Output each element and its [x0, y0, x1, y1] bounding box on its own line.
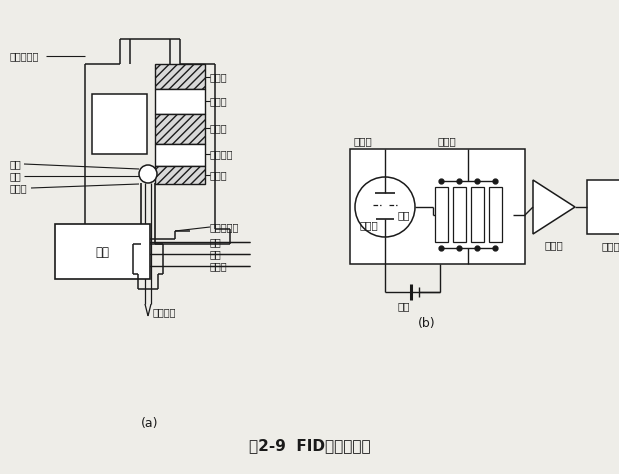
Text: 底座: 底座 — [95, 246, 109, 258]
Bar — [92, 94, 147, 154]
Text: 氢气: 氢气 — [210, 249, 222, 259]
Text: 记录器: 记录器 — [602, 241, 619, 251]
Bar — [155, 114, 205, 144]
Bar — [155, 89, 205, 114]
Bar — [587, 180, 619, 234]
Text: 发射极: 发射极 — [360, 220, 379, 230]
Bar — [453, 187, 466, 242]
Text: 离子室: 离子室 — [353, 136, 372, 146]
Text: 收集极: 收集极 — [210, 96, 228, 106]
Bar — [155, 64, 205, 89]
Bar — [489, 187, 502, 242]
Circle shape — [355, 177, 415, 237]
Text: 放大器: 放大器 — [545, 240, 563, 250]
Text: 火焰: 火焰 — [10, 159, 22, 169]
Text: 毛细管柱: 毛细管柱 — [153, 307, 176, 317]
Polygon shape — [533, 180, 575, 234]
Text: 高阻: 高阻 — [397, 210, 410, 220]
Bar — [471, 187, 484, 242]
Text: 收集极: 收集极 — [437, 136, 456, 146]
Bar — [55, 224, 150, 279]
Bar — [350, 149, 525, 264]
Text: (a): (a) — [141, 418, 158, 430]
Text: 图2-9  FID结构示意图: 图2-9 FID结构示意图 — [249, 438, 371, 454]
Text: 绝缘子: 绝缘子 — [210, 170, 228, 180]
Text: 电源: 电源 — [397, 301, 410, 311]
Text: (b): (b) — [418, 318, 436, 330]
Text: 检测器筒体: 检测器筒体 — [10, 51, 40, 61]
Text: 空气扩散器: 空气扩散器 — [210, 222, 240, 232]
Text: 及点火器: 及点火器 — [210, 149, 233, 159]
Text: 绝缘子: 绝缘子 — [10, 183, 28, 193]
Text: 绝缘子: 绝缘子 — [210, 72, 228, 82]
Bar — [155, 166, 205, 184]
Text: 极化极: 极化极 — [210, 123, 228, 133]
Text: 喷嘴: 喷嘴 — [10, 171, 22, 181]
Circle shape — [139, 165, 157, 183]
Text: 空气: 空气 — [210, 237, 222, 247]
Text: 尾吹气: 尾吹气 — [210, 261, 228, 271]
Bar — [435, 187, 448, 242]
Bar — [155, 144, 205, 166]
